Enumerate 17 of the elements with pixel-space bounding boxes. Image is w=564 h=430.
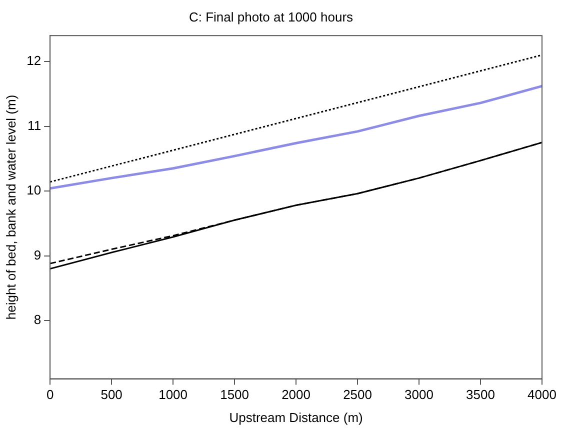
y-tick-label: 12 bbox=[26, 53, 42, 68]
x-tick-label: 500 bbox=[100, 387, 122, 402]
y-axis-title: height of bed, bank and water level (m) bbox=[3, 94, 18, 320]
x-tick-label: 2000 bbox=[282, 387, 310, 402]
y-tick-label: 9 bbox=[34, 247, 42, 262]
y-tick-label: 10 bbox=[26, 182, 42, 198]
y-tick-label: 8 bbox=[34, 312, 42, 328]
x-tick-label: 1500 bbox=[220, 387, 249, 402]
chart-title: C: Final photo at 1000 hours bbox=[188, 9, 354, 24]
x-tick-label: 3000 bbox=[404, 387, 434, 402]
y-tick-label: 11 bbox=[28, 118, 42, 133]
x-tick-label: 2500 bbox=[343, 387, 372, 402]
x-tick-label: 0 bbox=[46, 387, 54, 402]
x-axis-title: Upstream Distance (m) bbox=[229, 410, 363, 425]
x-tick-label: 1000 bbox=[158, 387, 188, 402]
x-tick-label: 4000 bbox=[528, 387, 556, 402]
x-tick-label: 3500 bbox=[466, 387, 495, 402]
